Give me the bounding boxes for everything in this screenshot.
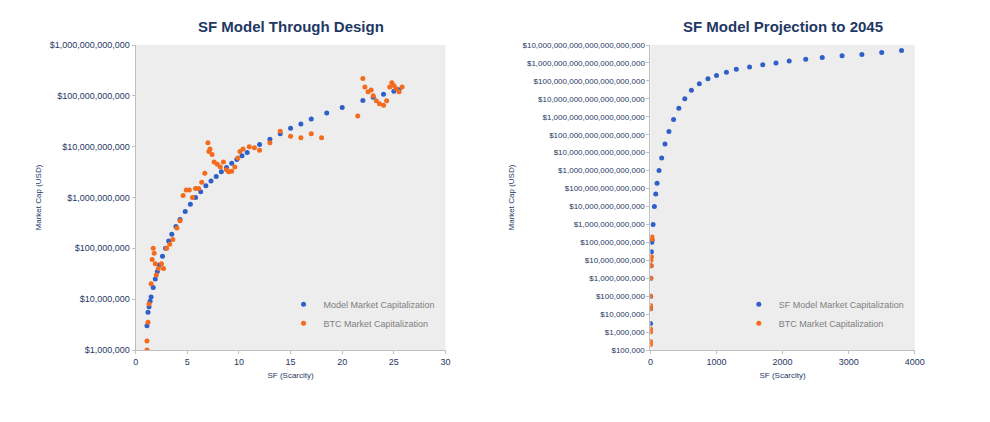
svg-text:$10,000,000: $10,000,000 [600, 310, 645, 319]
svg-text:SF Model Market Capitalization: SF Model Market Capitalization [779, 300, 904, 310]
svg-text:$10,000,000,000,000: $10,000,000,000,000 [569, 202, 645, 211]
svg-text:$100,000,000: $100,000,000 [75, 243, 130, 253]
svg-text:5: 5 [185, 357, 190, 367]
svg-text:3000: 3000 [839, 357, 859, 367]
svg-text:$1,000,000: $1,000,000 [85, 345, 130, 355]
svg-text:$1,000,000,000: $1,000,000,000 [589, 274, 645, 283]
svg-text:$1,000,000,000,000,000,000,000: $1,000,000,000,000,000,000,000 [527, 59, 645, 68]
svg-text:$1,000,000,000: $1,000,000,000 [67, 193, 130, 203]
svg-text:1000: 1000 [706, 357, 726, 367]
svg-text:$100,000,000,000: $100,000,000,000 [580, 238, 645, 247]
svg-text:BTC Market Capitalization: BTC Market Capitalization [324, 319, 429, 329]
svg-text:$100,000: $100,000 [611, 346, 645, 355]
svg-text:2000: 2000 [773, 357, 793, 367]
svg-text:Market Cap (USD): Market Cap (USD) [507, 164, 516, 230]
svg-text:$10,000,000,000,000,000,000,00: $10,000,000,000,000,000,000,000 [522, 41, 645, 50]
svg-text:BTC Market Capitalization: BTC Market Capitalization [779, 319, 884, 329]
svg-text:$1,000,000,000,000,000,000: $1,000,000,000,000,000,000 [543, 113, 646, 122]
svg-text:$1,000,000,000,000: $1,000,000,000,000 [50, 40, 130, 50]
svg-text:$1,000,000,000,000,000: $1,000,000,000,000,000 [558, 166, 645, 175]
svg-text:$1,000,000: $1,000,000 [605, 328, 646, 337]
svg-text:$100,000,000,000: $100,000,000,000 [57, 91, 130, 101]
svg-text:SF (Scarcity): SF (Scarcity) [759, 371, 806, 380]
svg-text:$100,000,000,000,000,000,000: $100,000,000,000,000,000,000 [534, 77, 646, 86]
svg-text:$10,000,000,000: $10,000,000,000 [62, 142, 130, 152]
svg-text:Model Market Capitalization: Model Market Capitalization [324, 300, 435, 310]
svg-text:SF (Scarcity): SF (Scarcity) [267, 371, 314, 380]
svg-text:$100,000,000,000,000: $100,000,000,000,000 [565, 184, 646, 193]
svg-text:$10,000,000,000,000,000: $10,000,000,000,000,000 [554, 148, 646, 157]
svg-text:$10,000,000: $10,000,000 [80, 294, 130, 304]
svg-text:20: 20 [337, 357, 347, 367]
svg-text:SF Model Through Design: SF Model Through Design [198, 18, 384, 35]
svg-text:$100,000,000,000,000,000: $100,000,000,000,000,000 [549, 131, 645, 140]
svg-text:$10,000,000,000,000,000,000: $10,000,000,000,000,000,000 [538, 95, 645, 104]
svg-text:Market Cap (USD): Market Cap (USD) [34, 164, 43, 230]
svg-text:0: 0 [648, 357, 653, 367]
svg-text:25: 25 [389, 357, 399, 367]
svg-text:0: 0 [133, 357, 138, 367]
svg-text:30: 30 [440, 357, 450, 367]
svg-text:10: 10 [234, 357, 244, 367]
svg-text:$1,000,000,000,000: $1,000,000,000,000 [574, 220, 646, 229]
svg-text:$10,000,000,000: $10,000,000,000 [585, 256, 646, 265]
svg-text:SF Model Projection to 2045: SF Model Projection to 2045 [683, 18, 883, 35]
svg-text:$100,000,000: $100,000,000 [596, 292, 645, 301]
svg-text:15: 15 [286, 357, 296, 367]
svg-text:4000: 4000 [905, 357, 925, 367]
